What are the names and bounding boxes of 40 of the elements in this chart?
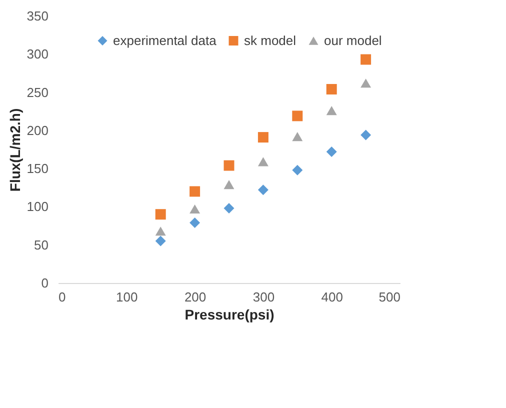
x-axis-title: Pressure(psi) <box>184 306 274 322</box>
point <box>292 164 303 176</box>
point <box>190 217 200 228</box>
legend-label: our model <box>324 32 382 48</box>
point <box>360 78 372 88</box>
x-tick-label: 300 <box>252 290 275 304</box>
legend-label: experimental data <box>113 32 218 48</box>
point <box>155 226 166 236</box>
point <box>258 184 268 196</box>
y-tick-label: 300 <box>26 46 48 62</box>
point <box>360 54 372 65</box>
point <box>258 132 268 143</box>
point <box>360 130 372 140</box>
point <box>326 84 337 94</box>
point <box>190 204 200 214</box>
legend-label: sk model <box>244 32 296 48</box>
point <box>190 186 200 197</box>
point <box>326 106 337 116</box>
x-tick-label: 500 <box>378 290 400 304</box>
y-tick-label: 0 <box>41 276 48 290</box>
point <box>155 236 166 246</box>
x-tick-label: 400 <box>321 290 343 304</box>
y-tick-label: 100 <box>26 199 48 214</box>
point <box>292 110 303 122</box>
y-tick-label: 200 <box>26 122 48 138</box>
point <box>258 157 268 166</box>
point <box>224 160 234 171</box>
x-tick-label: 100 <box>116 290 138 304</box>
point <box>155 209 166 220</box>
x-tick-label: 0 <box>58 290 66 304</box>
y-tick-label: 350 <box>26 8 48 24</box>
x-tick-label: 200 <box>184 290 206 304</box>
y-tick-label: 150 <box>26 161 48 176</box>
point <box>224 180 234 190</box>
point <box>224 202 234 214</box>
point <box>292 132 303 142</box>
y-axis-title: Flux(L/m2.h) <box>6 108 23 192</box>
y-tick-label: 50 <box>34 237 48 252</box>
point <box>326 146 337 158</box>
y-tick-label: 250 <box>26 84 48 100</box>
